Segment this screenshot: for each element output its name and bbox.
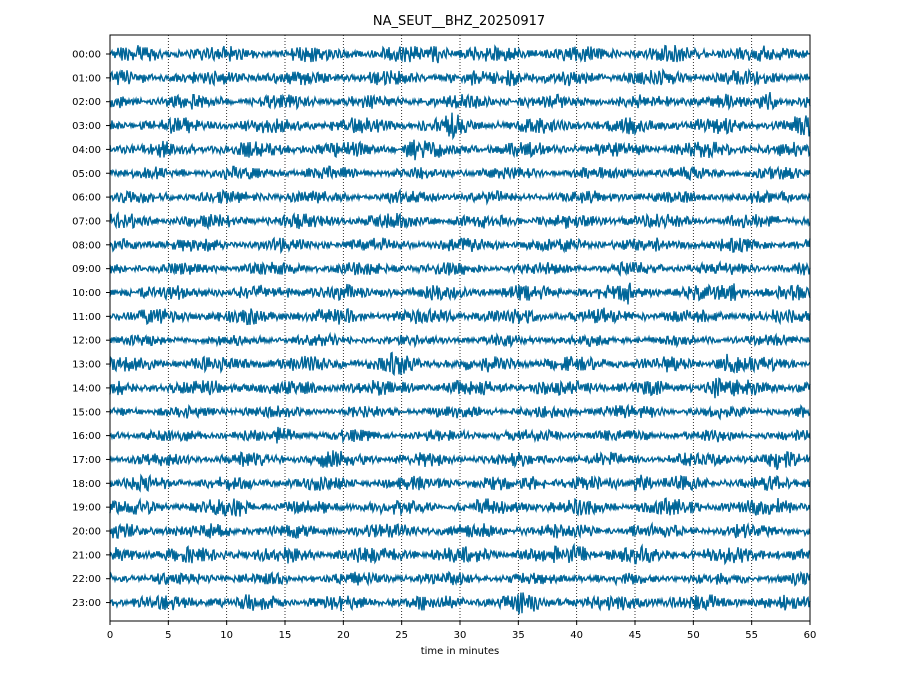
x-tick-label: 55	[745, 630, 758, 641]
y-tick-label: 21:00	[72, 550, 101, 561]
trace-line	[109, 91, 811, 111]
y-tick-label: 02:00	[72, 97, 101, 108]
seismogram-traces	[109, 44, 811, 615]
y-tick-label: 20:00	[72, 527, 101, 538]
y-tick-label: 18:00	[72, 479, 101, 490]
trace-line	[109, 377, 811, 399]
y-tick-label: 11:00	[72, 312, 101, 323]
y-tick-label: 16:00	[72, 431, 101, 442]
trace-line	[109, 68, 811, 87]
y-axis: 00:00 01:00 02:00 03:00 04:00 05:00 06:00 07:00…	[72, 50, 110, 609]
y-tick-label: 06:00	[72, 193, 101, 204]
x-tick-label: 25	[395, 630, 408, 641]
y-tick-label: 05:00	[72, 169, 101, 180]
y-tick-label: 08:00	[72, 240, 101, 251]
trace-line	[109, 351, 811, 377]
plot-area	[110, 35, 810, 621]
trace-line	[109, 331, 811, 349]
trace-line	[109, 592, 811, 615]
trace-line	[109, 521, 811, 540]
x-tick-label: 5	[165, 630, 171, 641]
trace-line	[109, 403, 811, 421]
trace-line	[109, 450, 811, 471]
y-tick-label: 17:00	[72, 455, 101, 466]
x-tick-label: 40	[570, 630, 583, 641]
x-tick-label: 60	[804, 630, 817, 641]
trace-line	[109, 542, 811, 566]
x-axis-label: time in minutes	[421, 646, 500, 657]
trace-line	[109, 165, 811, 181]
trace-line	[109, 211, 811, 231]
trace-line	[109, 497, 811, 517]
y-tick-label: 23:00	[72, 598, 101, 609]
trace-line	[109, 570, 811, 587]
y-tick-label: 09:00	[72, 264, 101, 275]
trace-line	[109, 282, 811, 305]
y-tick-label: 03:00	[72, 121, 101, 132]
chart-title: NA_SEUT__BHZ_20250917	[373, 14, 545, 29]
y-tick-label: 22:00	[72, 574, 101, 585]
trace-line	[109, 44, 811, 64]
x-tick-label: 30	[454, 630, 467, 641]
trace-line	[109, 188, 811, 206]
x-tick-label: 0	[107, 630, 113, 641]
trace-line	[109, 236, 811, 255]
x-tick-label: 50	[687, 630, 700, 641]
y-tick-label: 07:00	[72, 216, 101, 227]
x-tick-label: 10	[220, 630, 233, 641]
y-tick-label: 01:00	[72, 73, 101, 84]
trace-line	[109, 473, 811, 493]
y-tick-label: 12:00	[72, 336, 101, 347]
x-tick-label: 45	[629, 630, 642, 641]
x-tick-label: 15	[279, 630, 292, 641]
y-tick-label: 04:00	[72, 145, 101, 156]
y-tick-label: 13:00	[72, 360, 101, 371]
trace-line	[109, 139, 811, 161]
trace-line	[109, 426, 811, 444]
trace-line	[109, 307, 811, 326]
trace-line	[109, 260, 811, 277]
x-tick-label: 35	[512, 630, 525, 641]
x-axis: 0 5 10 15 20 25 30 35 40 45 50 55 60	[107, 621, 817, 641]
y-tick-label: 14:00	[72, 383, 101, 394]
y-tick-label: 10:00	[72, 288, 101, 299]
y-tick-label: 15:00	[72, 407, 101, 418]
y-tick-label: 19:00	[72, 503, 101, 514]
y-tick-label: 00:00	[72, 50, 101, 61]
trace-line	[109, 112, 811, 141]
x-tick-label: 20	[337, 630, 350, 641]
